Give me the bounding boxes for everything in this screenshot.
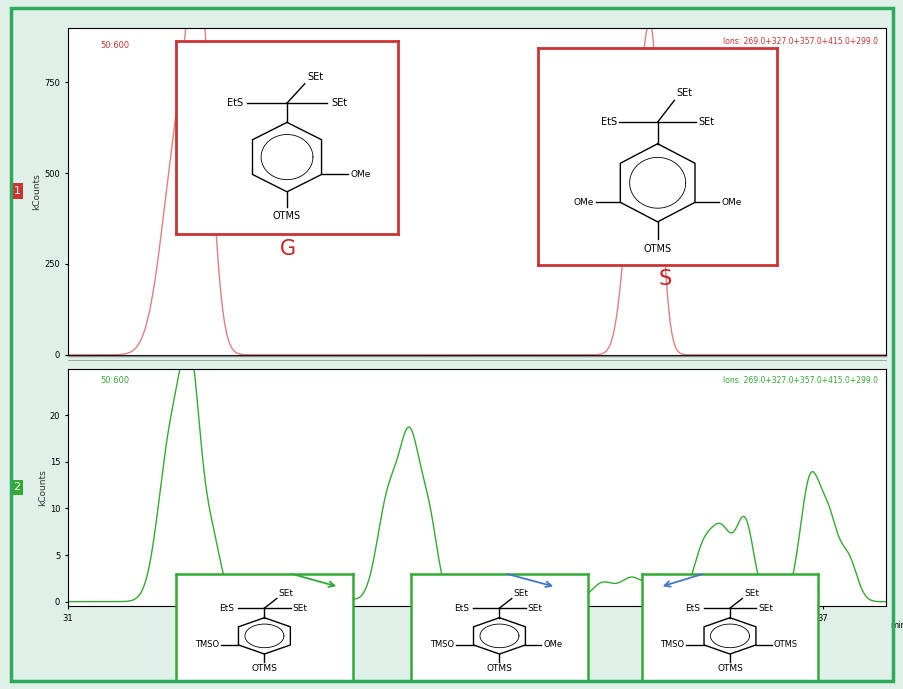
Y-axis label: kCounts: kCounts	[33, 173, 42, 209]
Text: SEt: SEt	[278, 590, 293, 599]
Text: OMe: OMe	[350, 170, 370, 179]
Text: OTMS: OTMS	[486, 664, 512, 672]
Text: TMSO: TMSO	[660, 641, 684, 650]
Text: OTMS: OTMS	[273, 211, 301, 221]
Text: SEt: SEt	[330, 98, 347, 108]
Text: SEt: SEt	[293, 604, 307, 613]
Text: OTMS: OTMS	[251, 664, 277, 672]
Text: Ions: 269.0+327.0+357.0+415.0+299.0: Ions: 269.0+327.0+357.0+415.0+299.0	[721, 376, 877, 384]
Text: Ions: 269.0+327.0+357.0+415.0+299.0: Ions: 269.0+327.0+357.0+415.0+299.0	[721, 37, 877, 46]
Text: TMSO: TMSO	[430, 641, 453, 650]
Text: EtS: EtS	[454, 604, 469, 613]
Text: OMe: OMe	[543, 641, 562, 650]
Text: OTMS: OTMS	[643, 243, 671, 254]
Text: 1: 1	[14, 186, 21, 196]
Text: SEt: SEt	[527, 604, 542, 613]
Text: 50:600: 50:600	[100, 376, 129, 384]
Text: G: G	[279, 239, 295, 260]
Text: OTMS: OTMS	[773, 641, 796, 650]
Text: EtS: EtS	[684, 604, 699, 613]
Text: 2: 2	[14, 482, 21, 493]
Text: SEt: SEt	[676, 88, 693, 98]
Text: S: S	[658, 269, 671, 289]
Text: SEt: SEt	[758, 604, 772, 613]
Text: EtS: EtS	[227, 98, 242, 108]
Text: EtS: EtS	[219, 604, 234, 613]
Y-axis label: kCounts: kCounts	[38, 469, 47, 506]
Text: min: min	[889, 621, 903, 630]
Text: OMe: OMe	[721, 198, 740, 207]
Text: EtS: EtS	[600, 117, 616, 127]
Text: SEt: SEt	[513, 590, 528, 599]
Text: OTMS: OTMS	[716, 664, 742, 672]
Text: SEt: SEt	[743, 590, 759, 599]
Text: 50:600: 50:600	[100, 41, 129, 50]
Text: SEt: SEt	[698, 117, 713, 127]
Text: SEt: SEt	[307, 72, 322, 82]
Text: OMe: OMe	[573, 198, 593, 207]
Text: TMSO: TMSO	[195, 641, 219, 650]
